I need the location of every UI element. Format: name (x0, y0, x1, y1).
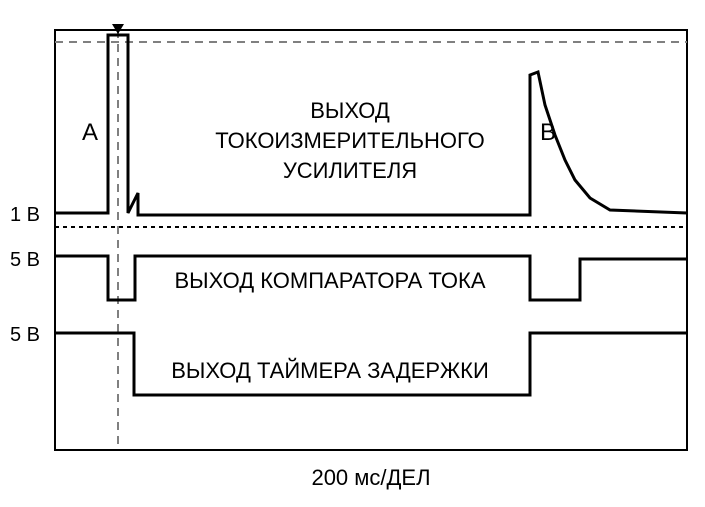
trace2-label: ВЫХОД КОМПАРАТОРА ТОКА (175, 268, 486, 293)
marker-b: B (540, 119, 556, 146)
x-label-timebase: 200 мс/ДЕЛ (311, 465, 430, 490)
trace1-label-line2: ТОКОИЗМЕРИТЕЛЬНОГО (215, 128, 485, 153)
y-label-5v-a: 5 В (10, 249, 40, 271)
trace1-label-line1: ВЫХОД (310, 98, 390, 123)
marker-a: A (82, 119, 98, 146)
oscilloscope-figure: 1 В 5 В 5 В 200 мс/ДЕЛ A B ВЫХОД ТОКОИЗМЕРИТЕЛЬ… (0, 0, 705, 507)
trace3-label: ВЫХОД ТАЙМЕРА ЗАДЕРЖКИ (171, 358, 489, 383)
trace1-label-line3: УСИЛИТЕЛЯ (283, 158, 417, 183)
y-label-5v-b: 5 В (10, 324, 40, 346)
y-label-1v: 1 В (10, 204, 40, 226)
background (0, 0, 705, 507)
